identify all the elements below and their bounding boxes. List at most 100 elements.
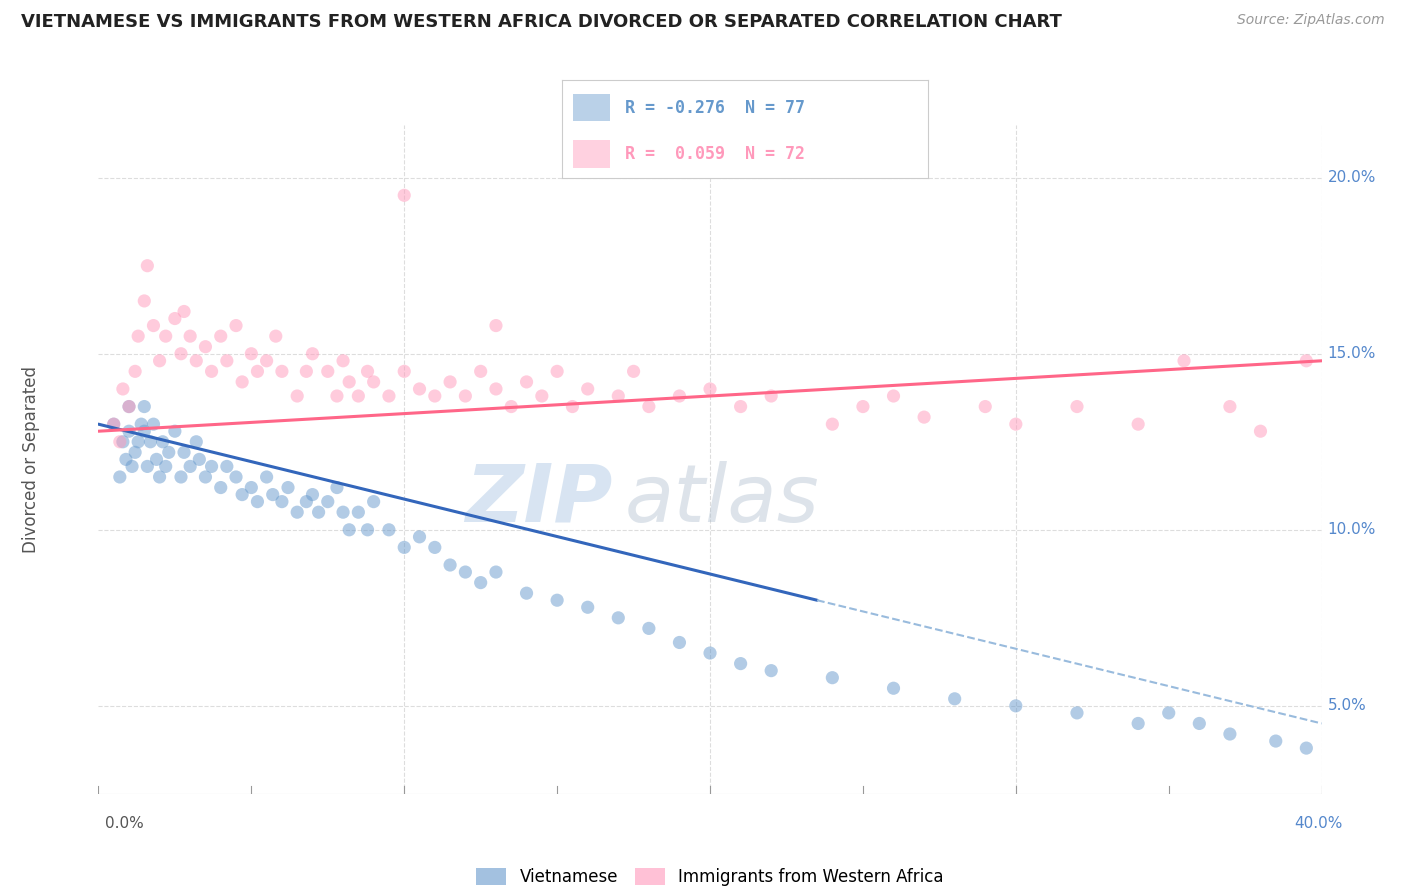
Point [285,505,308,519]
Point [188,452,211,467]
Point [225,318,247,333]
Text: Source: ZipAtlas.com: Source: ZipAtlas.com [1237,13,1385,28]
Point [270,364,292,378]
Point [1004,417,1026,432]
Point [155,459,177,474]
Point [246,494,269,508]
FancyBboxPatch shape [574,94,610,121]
Point [103,417,125,432]
Point [129,417,152,432]
Point [108,434,131,449]
Point [392,364,416,378]
Point [155,329,177,343]
Point [883,389,905,403]
Point [470,364,492,378]
Point [454,565,477,579]
Point [337,375,360,389]
Point [546,364,568,378]
Point [124,364,146,378]
Point [124,445,146,459]
Point [127,434,149,449]
Text: 20.0%: 20.0% [1327,170,1376,186]
Text: Divorced or Separated: Divorced or Separated [22,366,41,553]
Point [974,400,997,414]
Point [246,364,269,378]
Point [173,304,195,318]
Point [1219,727,1241,741]
Point [240,347,263,361]
Point [277,481,299,495]
Text: 5.0%: 5.0% [1327,698,1367,714]
Point [194,340,217,354]
Point [170,347,193,361]
Text: 40.0%: 40.0% [1295,816,1343,831]
Point [356,364,378,378]
Point [363,494,385,508]
Point [127,329,149,343]
Text: 0.0%: 0.0% [105,816,145,831]
Point [301,487,323,501]
FancyBboxPatch shape [574,140,610,168]
Text: atlas: atlas [624,460,820,539]
Point [392,188,416,202]
Point [337,523,360,537]
Text: ZIP: ZIP [465,460,612,539]
Point [326,481,349,495]
Point [111,382,134,396]
Point [118,400,141,414]
Text: R = -0.276  N = 77: R = -0.276 N = 77 [624,99,804,117]
Point [264,329,287,343]
Point [332,353,354,368]
Point [270,494,292,508]
Point [1066,400,1088,414]
Point [134,400,156,414]
Point [301,347,323,361]
Point [637,621,661,635]
Point [378,523,401,537]
Point [1264,734,1286,748]
Point [852,400,875,414]
Point [136,459,159,474]
Point [179,459,201,474]
Point [163,311,186,326]
Point [423,389,446,403]
Point [108,470,131,484]
Text: 10.0%: 10.0% [1327,523,1376,537]
Point [347,389,370,403]
Point [607,389,630,403]
Point [363,375,385,389]
Point [121,459,143,474]
Point [173,445,195,459]
Point [699,646,721,660]
Point [1295,353,1317,368]
Point [1173,353,1195,368]
Point [821,417,844,432]
Point [103,417,125,432]
Point [485,565,508,579]
Point [157,445,180,459]
Point [231,487,253,501]
Legend: Vietnamese, Immigrants from Western Africa: Vietnamese, Immigrants from Western Afri… [470,861,950,892]
Point [118,424,141,438]
Point [439,558,461,572]
Point [546,593,568,607]
Point [561,400,583,414]
Point [356,523,378,537]
Point [1128,716,1150,731]
Point [1188,716,1211,731]
Point [501,400,523,414]
Point [231,375,253,389]
Point [149,470,172,484]
Point [1157,706,1180,720]
Point [607,611,630,625]
Point [516,586,538,600]
Point [516,375,538,389]
Point [295,494,318,508]
Point [142,318,165,333]
Point [439,375,461,389]
Point [759,389,782,403]
Point [1004,698,1026,713]
Point [115,452,138,467]
Point [240,481,263,495]
Point [485,382,508,396]
